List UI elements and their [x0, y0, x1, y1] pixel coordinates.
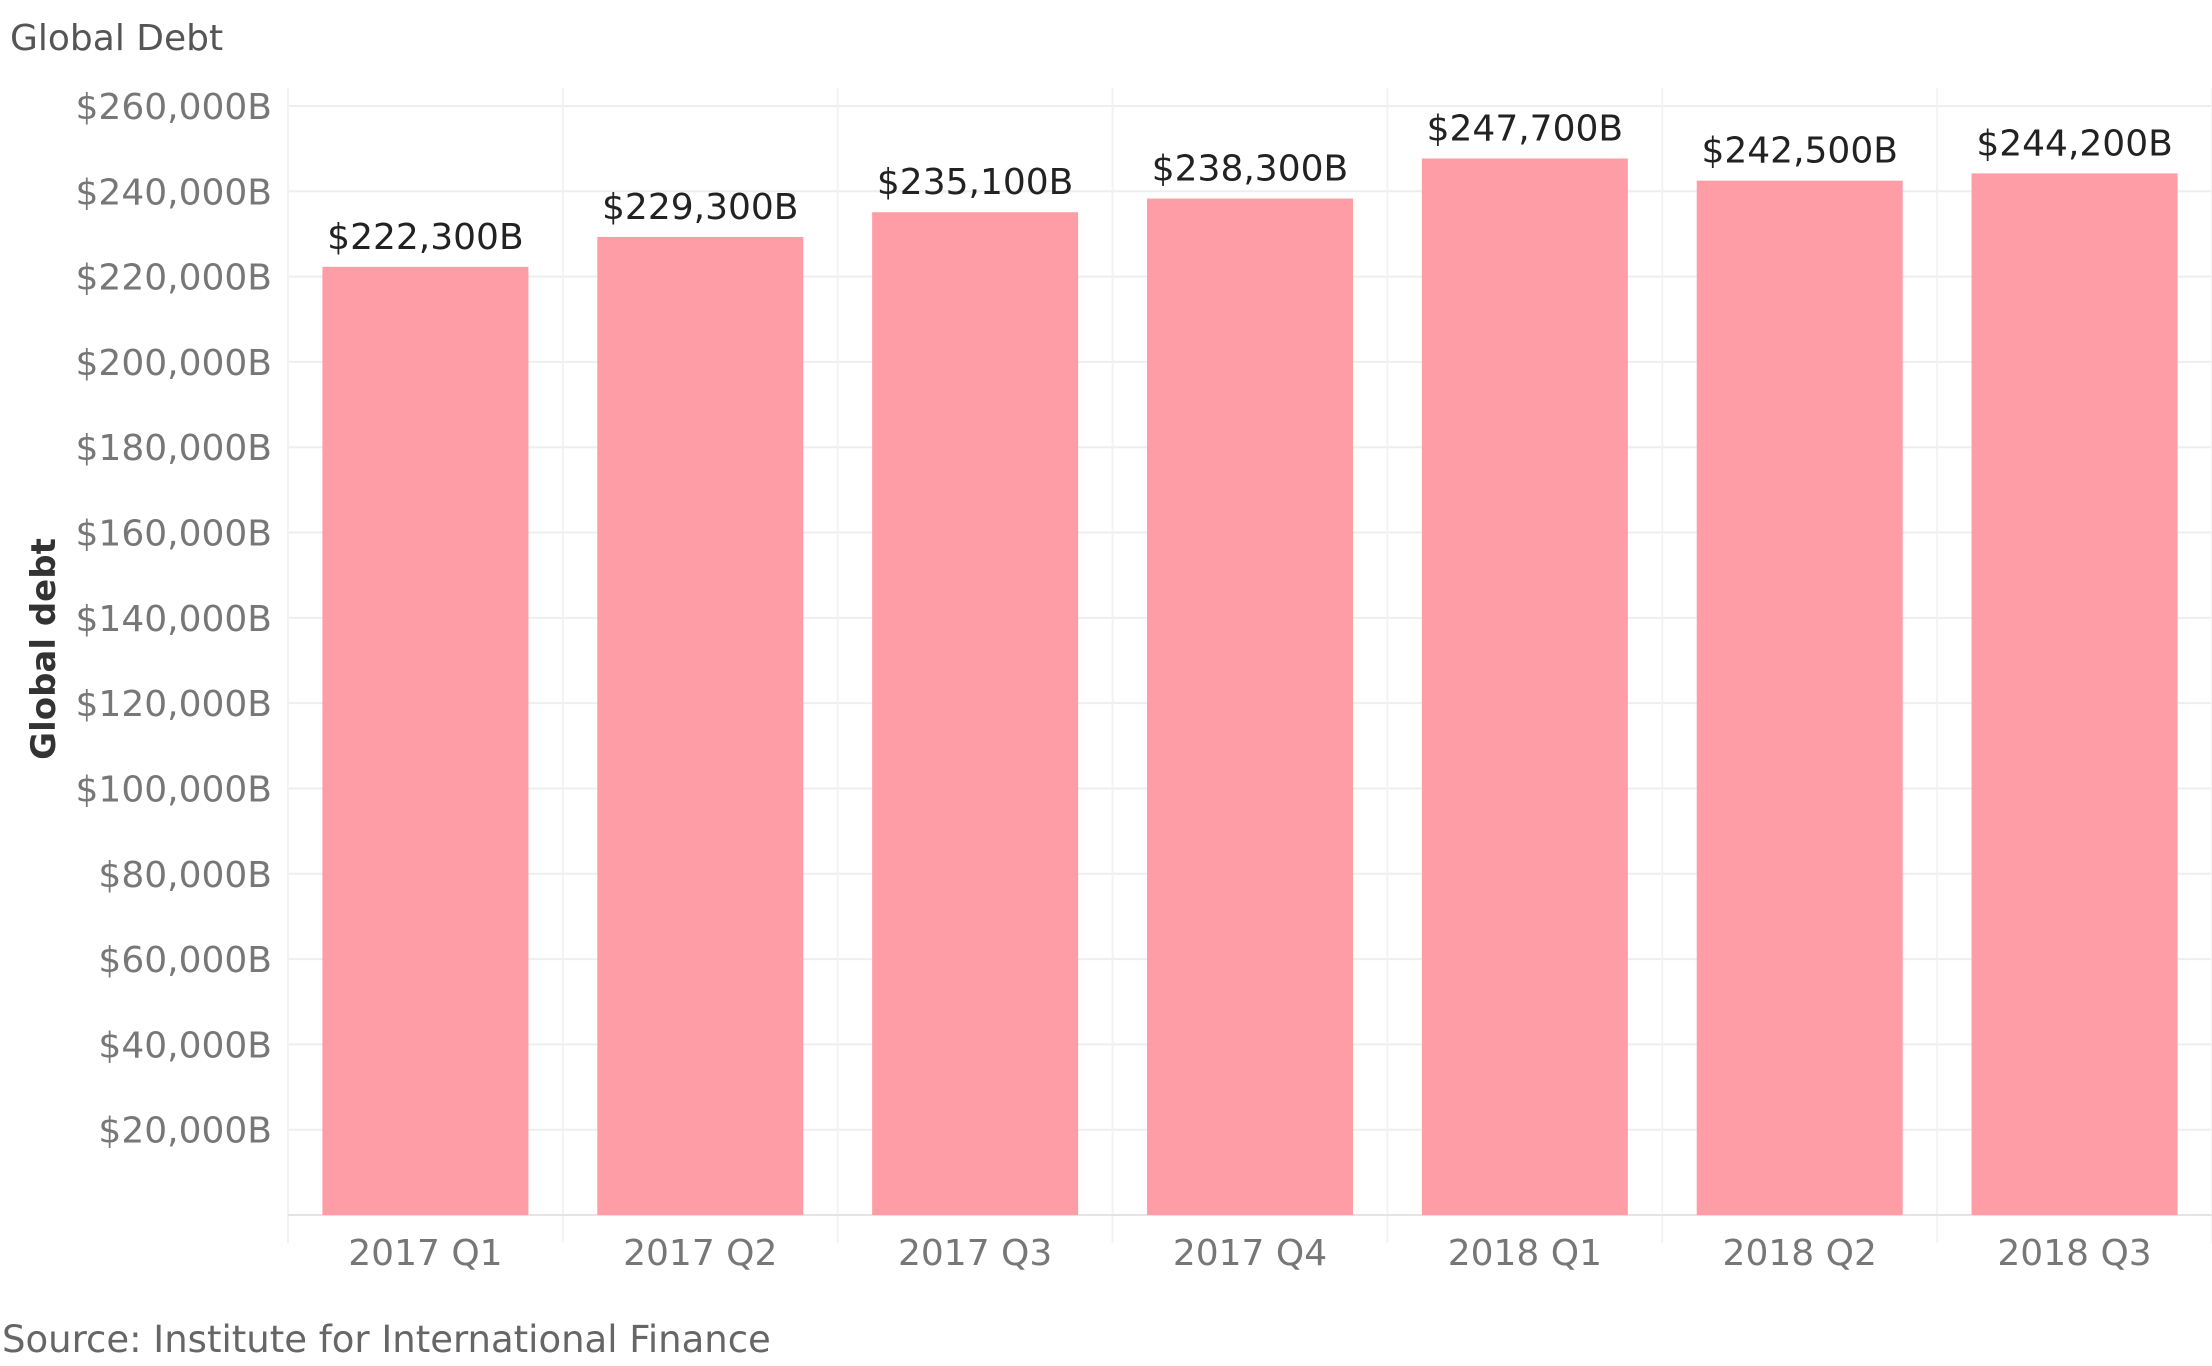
- x-tick-label: 2018 Q1: [1448, 1233, 1602, 1274]
- y-tick-label: $100,000B: [76, 769, 272, 810]
- y-tick-label: $120,000B: [76, 684, 272, 725]
- bar[interactable]: [872, 212, 1079, 1216]
- y-tick-label: $80,000B: [98, 855, 272, 896]
- x-tick-label: 2017 Q1: [348, 1233, 502, 1274]
- bar[interactable]: [1696, 180, 1903, 1215]
- x-tick-label: 2018 Q2: [1723, 1233, 1877, 1274]
- y-tick-label: $160,000B: [76, 514, 272, 555]
- bar[interactable]: [1147, 198, 1353, 1216]
- y-tick-label: $240,000B: [76, 172, 272, 213]
- x-axis-ticks: 2017 Q1 2017 Q2 2017 Q3 2017 Q4 2018 Q1 2018 …: [348, 1233, 2151, 1274]
- data-label: $222,300B: [327, 217, 523, 258]
- data-label: $238,300B: [1152, 149, 1348, 190]
- data-labels: $222,300B $229,300B $235,100B $238,300B $247…: [327, 108, 2173, 257]
- x-tick-label: 2017 Q3: [898, 1233, 1052, 1274]
- data-label: $242,500B: [1701, 131, 1897, 172]
- y-tick-label: $20,000B: [98, 1111, 272, 1152]
- data-label: $229,300B: [602, 187, 798, 228]
- y-tick-label: $200,000B: [76, 343, 272, 384]
- bar[interactable]: [1421, 158, 1628, 1215]
- x-tick-label: 2018 Q3: [1997, 1233, 2151, 1274]
- y-tick-label: $220,000B: [76, 258, 272, 299]
- y-tick-label: $140,000B: [76, 599, 272, 640]
- data-label: $247,700B: [1427, 108, 1623, 149]
- y-axis-ticks: $20,000B $40,000B $60,000B $80,000B $100,000…: [76, 87, 272, 1152]
- x-tick-label: 2017 Q4: [1173, 1233, 1327, 1274]
- x-tick-label: 2017 Q2: [623, 1233, 777, 1274]
- y-axis-title: Global debt: [24, 538, 64, 760]
- y-tick-label: $40,000B: [98, 1025, 272, 1066]
- data-label: $244,200B: [1976, 123, 2172, 164]
- y-tick-label: $180,000B: [76, 428, 272, 469]
- y-tick-label: $260,000B: [76, 87, 272, 128]
- chart-title: Global Debt: [10, 18, 224, 59]
- bars: [322, 158, 2178, 1216]
- bar[interactable]: [597, 236, 804, 1215]
- bar[interactable]: [322, 266, 529, 1215]
- y-tick-label: $60,000B: [98, 940, 272, 981]
- source-note: Source: Institute for International Fina…: [2, 1318, 771, 1361]
- data-label: $235,100B: [877, 162, 1073, 203]
- bar[interactable]: [1971, 173, 2178, 1216]
